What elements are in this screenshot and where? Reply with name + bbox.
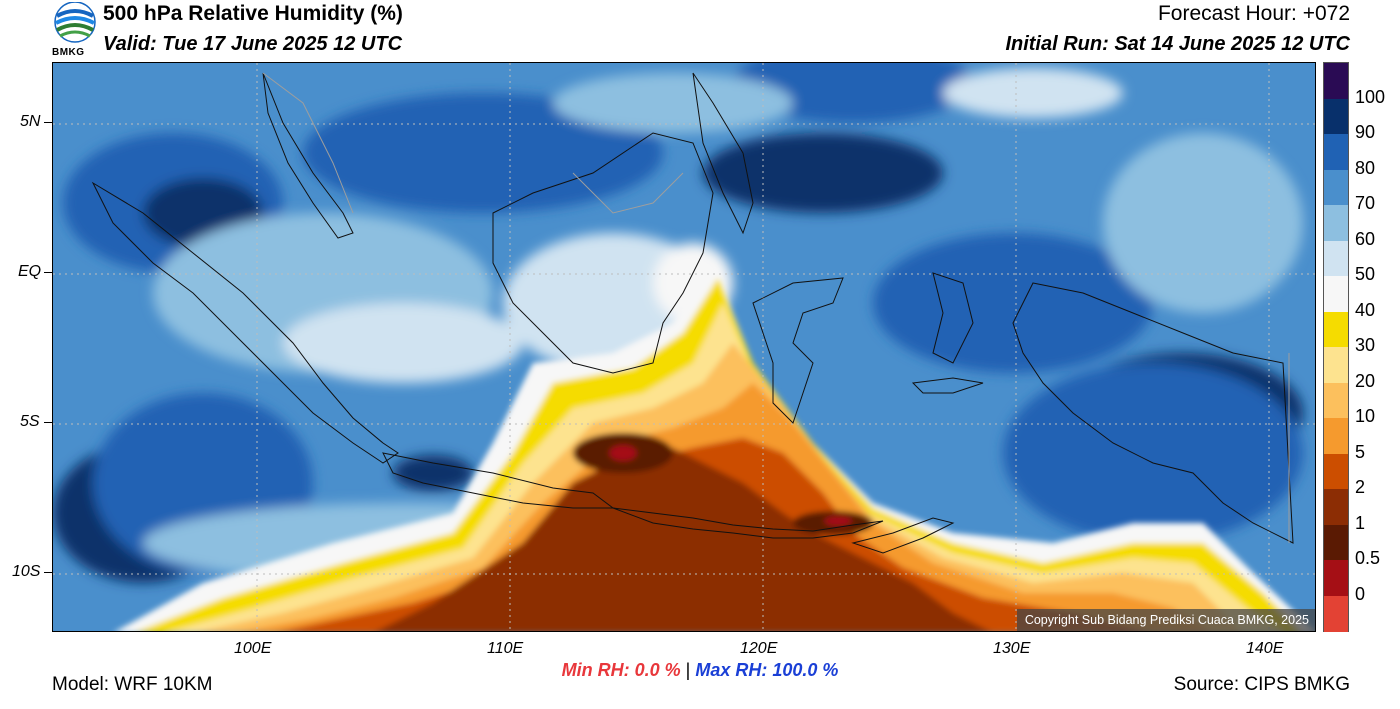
lat-label: EQ [18,263,42,280]
colorbar-segment [1324,63,1348,99]
colorbar-label: 50 [1355,264,1376,284]
initial-run: Initial Run: Sat 14 June 2025 12 UTC [1005,33,1350,55]
tick-mark [44,422,52,423]
colorbar-label: 80 [1355,157,1376,178]
lat-label: 5N [20,113,41,130]
min-max-rh: Min RH: 0.0 % | Max RH: 100.0 % [0,660,1400,681]
colorbar-segment [1324,489,1348,525]
colorbar-segment [1324,240,1348,277]
logo-text: BMKG [52,47,85,58]
valid-time: Valid: Tue 17 June 2025 12 UTC [103,33,403,55]
colorbar-segment [1324,98,1348,135]
colorbar-label: 60 [1355,228,1376,249]
colorbar-label: 40 [1355,299,1376,320]
separator: | [685,660,691,680]
graticule [53,63,1315,631]
max-rh: Max RH: 100.0 % [695,660,839,680]
colorbar-segment [1324,418,1348,454]
colorbar-segment [1324,311,1348,348]
colorbar-segment [1324,347,1348,383]
coastlines [91,72,1294,554]
source-label: Source: CIPS BMKG [1173,674,1350,695]
colorbar-segment [1324,134,1348,170]
lon-label: 130E [993,640,1031,657]
colorbar-label: 30 [1355,335,1376,355]
colorbar-segment [1324,382,1348,419]
colorbar-label: 90 [1355,122,1376,142]
colorbar-label: 0.5 [1355,548,1381,568]
colorbar-segment [1324,595,1348,632]
forecast-hour: Forecast Hour: +072 [1157,2,1350,25]
colorbar-segment [1324,169,1348,206]
lat-label: 10S [12,563,41,580]
colorbar-label: 20 [1355,370,1376,391]
colorbar-segment [1324,205,1348,241]
lat-label: 5S [20,413,40,430]
colorbar-segment [1324,453,1348,490]
bmkg-logo [52,1,98,60]
copyright-notice: Copyright Sub Bidang Prediksi Cuaca BMKG… [1016,609,1315,631]
tick-mark [44,122,52,123]
colorbar-segment [1324,560,1348,596]
tick-mark [44,272,52,273]
colorbar-segment [1324,524,1348,561]
colorbar-label: 100 [1355,86,1386,107]
colorbar-segment [1324,276,1348,312]
colorbar-label: 10 [1355,406,1376,426]
humidity-map: Copyright Sub Bidang Prediksi Cuaca BMKG… [52,62,1316,632]
model-label: Model: WRF 10KM [52,674,213,695]
colorbar-label: 5 [1355,441,1366,462]
lon-label: 140E [1246,640,1284,657]
map-title: 500 hPa Relative Humidity (%) [103,2,403,25]
colorbar-label: 2 [1355,477,1366,497]
min-rh: Min RH: 0.0 % [561,660,681,680]
lon-label: 110E [487,640,524,657]
lon-label: 100E [234,640,272,657]
colorbar-label: 0 [1355,583,1366,604]
colorbar-label: 70 [1355,193,1376,213]
colorbar-label: 1 [1355,512,1366,533]
lon-label: 120E [740,640,778,657]
colorbar [1323,62,1349,632]
tick-mark [44,572,52,573]
